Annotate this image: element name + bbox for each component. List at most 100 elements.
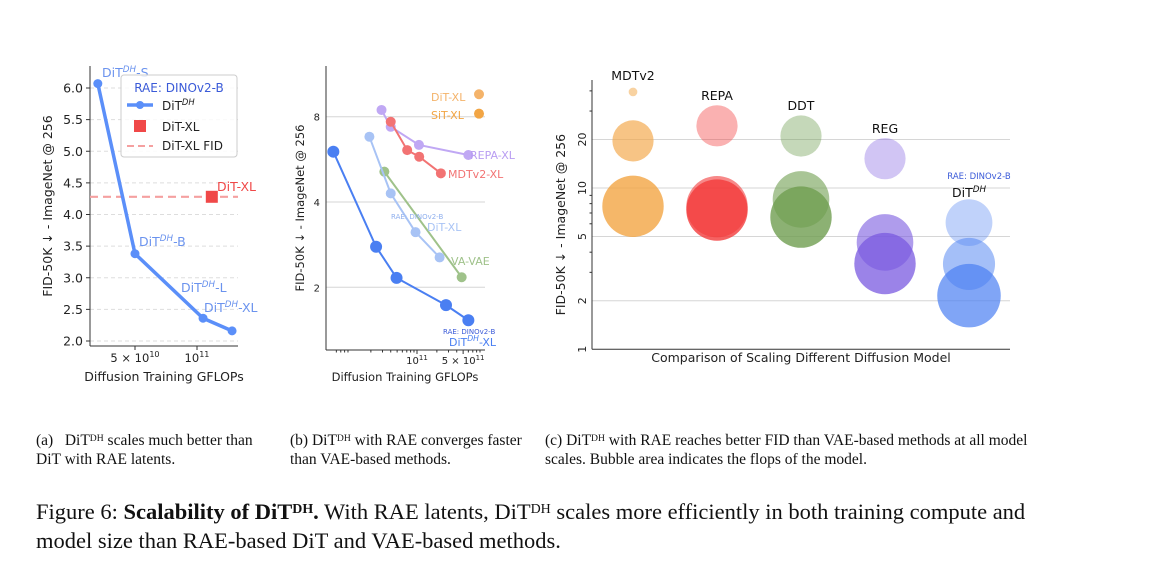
a-legend-square-swatch bbox=[134, 120, 146, 132]
b-series-dit-xl-point bbox=[434, 252, 445, 263]
figure-title-end: . bbox=[313, 499, 319, 524]
caption-c-text: with RAE reaches better FID than VAE-bas… bbox=[545, 432, 1028, 468]
b-series-va-vae-line bbox=[383, 171, 463, 278]
b-label-dit-xl: DiT-XL bbox=[431, 91, 466, 104]
c-repa-label: REPA bbox=[701, 88, 733, 103]
caption-c-prefix: (c) bbox=[545, 432, 563, 449]
b-series-dit-xl-point bbox=[364, 131, 375, 142]
b-ytick-label: 2 bbox=[314, 283, 320, 294]
a-point-label: DiTDH-B bbox=[139, 234, 186, 249]
figure-caption: Figure 6: Scalability of DiTDH. With RAE… bbox=[36, 497, 1036, 555]
a-ytick-label: 4.0 bbox=[63, 207, 83, 222]
caption-a-sup: DH bbox=[89, 433, 104, 444]
b-series-dit-xl-point bbox=[474, 89, 485, 100]
c-ytick-label: 20 bbox=[576, 132, 589, 146]
b-series-dit-dh-xl-point bbox=[390, 271, 403, 284]
caption-a-prefix: (a) bbox=[36, 432, 54, 449]
caption-c: (c) DiTDH with RAE reaches better FID th… bbox=[545, 431, 1035, 469]
caption-b: (b) DiTDH with RAE converges faster than… bbox=[290, 431, 535, 469]
a-ytick-label: 5.5 bbox=[63, 112, 83, 127]
a-legend bbox=[120, 74, 238, 158]
b-series-dit-xl-line bbox=[368, 136, 441, 259]
b-series-sit-xl-point bbox=[474, 108, 485, 119]
c-mdtv2-bubble bbox=[612, 120, 654, 162]
figure-number: Figure 6: bbox=[36, 499, 118, 524]
c-mdtv2-bubble bbox=[628, 87, 638, 97]
a-ytick-label: 4.5 bbox=[63, 175, 83, 190]
a-dit-dh-point bbox=[198, 313, 208, 323]
c-ytick-label: 1 bbox=[576, 346, 589, 353]
b-series-dit-xl-point bbox=[385, 188, 396, 199]
c-ytick-label: 2 bbox=[576, 297, 589, 304]
b-label-rae-note-2: RAE: DINOv2-B bbox=[443, 328, 495, 336]
a-ytick-label: 3.5 bbox=[63, 239, 83, 254]
b-label-sit-xl: SiT-XL bbox=[431, 109, 465, 122]
a-dit-xl-label: DiT-XL bbox=[217, 179, 256, 194]
caption-b-sup: DH bbox=[336, 433, 351, 444]
a-dit-dh-point bbox=[130, 249, 140, 259]
figure-caption-sup: DH bbox=[530, 502, 551, 517]
a-ytick-label: 3.0 bbox=[63, 270, 83, 285]
a-point-label: DiTDH-L bbox=[181, 280, 227, 295]
b-series-dit-xl-point bbox=[410, 227, 421, 238]
c-repa-bubble bbox=[696, 105, 738, 147]
b-series-repa-xl-point bbox=[376, 104, 387, 115]
b-x-axis-label: Diffusion Training GFLOPs bbox=[332, 370, 479, 384]
a-ytick-label: 2.5 bbox=[63, 302, 83, 317]
a-ytick-label: 2.0 bbox=[63, 334, 83, 349]
figure-title-sup: DH bbox=[292, 502, 314, 517]
c-dit-bubble bbox=[937, 263, 1001, 328]
b-ytick-label: 8 bbox=[314, 113, 320, 124]
c-y-axis-label: FID-50K ↓ - ImageNet @ 256 bbox=[553, 134, 568, 315]
b-series-mdtv2-xl-point bbox=[385, 116, 396, 127]
b-series-va-vae-point bbox=[456, 272, 467, 283]
caption-b-model: DiT bbox=[311, 432, 337, 449]
b-series-dit-dh-xl-point bbox=[327, 145, 340, 158]
a-dit-dh-point bbox=[227, 326, 237, 336]
c-dit-note: RAE: DINOv2-B bbox=[947, 172, 1011, 182]
c-reg-bubble bbox=[864, 138, 906, 180]
b-xtick-label: 1011 bbox=[406, 354, 428, 367]
c-ytick-label: 10 bbox=[576, 181, 589, 195]
c-dit-label: DiTDH bbox=[952, 185, 986, 200]
caption-a-text: scales much better than DiT with RAE lat… bbox=[36, 432, 253, 468]
a-legend-title: RAE: DINOv2-B bbox=[134, 81, 224, 95]
caption-c-model: DiT bbox=[566, 432, 592, 449]
c-x-axis-label: Comparison of Scaling Different Diffusio… bbox=[651, 350, 951, 365]
b-series-repa-xl-point bbox=[463, 150, 474, 161]
caption-a: (a) DiTDH scales much better than DiT wi… bbox=[36, 431, 276, 469]
b-series-mdtv2-xl-line bbox=[389, 121, 442, 175]
caption-b-text: with RAE converges faster than VAE-based… bbox=[290, 432, 522, 468]
a-point-label: DiTDH-XL bbox=[204, 300, 258, 315]
b-label-rae-dit-xl: DiT-XL bbox=[427, 221, 462, 234]
figure-title: Scalability of DiTDH. bbox=[124, 499, 319, 524]
c-ddt-bubble bbox=[770, 186, 832, 248]
figure-caption-text1: With RAE latents, DiT bbox=[318, 499, 531, 524]
a-legend-label: DiT-XL FID bbox=[162, 139, 223, 153]
b-label-mdtv2-xl: MDTv2-XL bbox=[448, 168, 504, 181]
b-series-repa-xl-point bbox=[413, 139, 424, 150]
caption-c-sup: DH bbox=[591, 433, 605, 444]
figure-title-text: Scalability of DiT bbox=[123, 499, 293, 524]
a-legend-circle-swatch bbox=[136, 101, 144, 109]
c-reg-label: REG bbox=[872, 121, 898, 136]
a-ytick-label: 6.0 bbox=[63, 81, 83, 96]
a-legend-label: DiTDH bbox=[162, 97, 195, 113]
c-dit-bubble bbox=[945, 199, 993, 247]
a-dit-dh-line bbox=[96, 83, 233, 333]
a-dit-dh-point bbox=[93, 79, 103, 89]
b-series-dit-dh-xl-point bbox=[462, 314, 475, 327]
b-series-dit-dh-xl-point bbox=[370, 240, 383, 253]
b-series-mdtv2-xl-point bbox=[402, 145, 413, 156]
c-ytick-label: 5 bbox=[576, 233, 589, 240]
a-xtick-label: 1011 bbox=[185, 350, 210, 365]
b-label-repa-xl: REPA-XL bbox=[470, 149, 516, 162]
a-xtick-label: 5 × 1010 bbox=[110, 350, 159, 365]
caption-a-model: DiT bbox=[64, 432, 90, 449]
figure-caption-text2: scales more efficiently in both training… bbox=[36, 499, 1026, 553]
c-repa-bubble bbox=[686, 179, 748, 241]
b-series-repa-xl-line bbox=[380, 109, 469, 156]
b-y-axis-label: FID-50K ↓ - ImageNet @ 256 bbox=[293, 125, 307, 292]
a-ytick-label: 5.0 bbox=[63, 144, 83, 159]
